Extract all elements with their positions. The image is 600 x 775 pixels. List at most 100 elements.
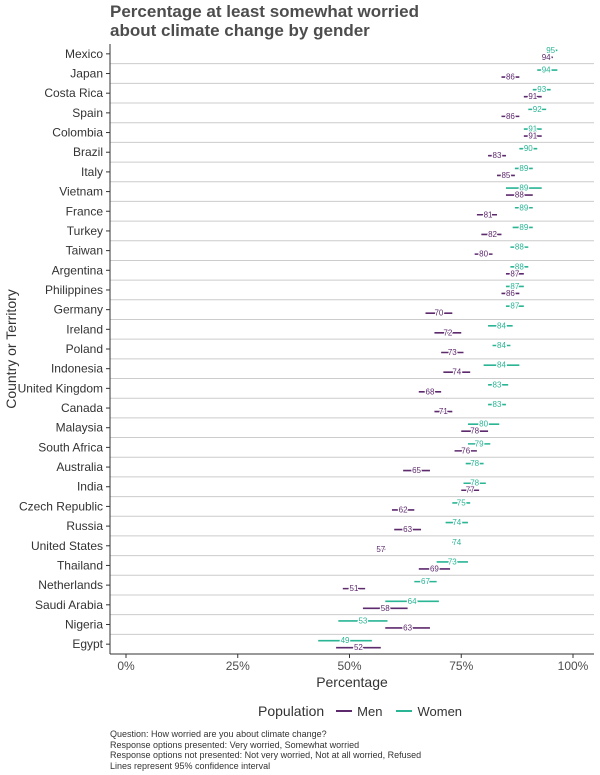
- women-value-label: 87: [510, 282, 519, 291]
- men-value-label: 81: [484, 210, 493, 219]
- caption-line: Lines represent 95% confidence interval: [110, 760, 271, 771]
- women-value-label: 74: [452, 518, 461, 527]
- chart-title-line-1: Percentage at least somewhat worried: [110, 2, 419, 21]
- y-tick-label: Spain: [72, 106, 103, 120]
- x-tick-label: 100%: [558, 659, 589, 673]
- men-value-label: 77: [466, 486, 475, 495]
- y-tick-label: Netherlands: [38, 578, 103, 592]
- y-tick-label: Mexico: [65, 47, 103, 61]
- women-value-label: 74: [452, 538, 461, 547]
- caption-line: Response options not presented: Not very…: [110, 750, 422, 760]
- y-tick-label: Italy: [81, 165, 103, 179]
- y-tick-label: Saudi Arabia: [35, 598, 103, 612]
- men-value-label: 69: [430, 564, 439, 573]
- y-tick-label: Malaysia: [56, 421, 104, 435]
- chart-title: Percentage at least somewhat worried abo…: [110, 2, 590, 40]
- women-value-label: 84: [497, 341, 506, 350]
- women-value-label: 78: [470, 459, 479, 468]
- women-value-label: 89: [519, 184, 528, 193]
- y-tick-label: Vietnam: [59, 185, 103, 199]
- women-value-label: 80: [479, 420, 488, 429]
- men-value-label: 94: [542, 53, 551, 62]
- x-tick-label: 25%: [226, 659, 250, 673]
- y-tick-label: Poland: [66, 342, 103, 356]
- women-value-label: 88: [515, 262, 524, 271]
- women-value-label: 64: [408, 597, 417, 606]
- y-tick-label: United States: [31, 539, 103, 553]
- men-value-label: 71: [439, 407, 448, 416]
- legend-key-men: [336, 710, 353, 712]
- men-value-label: 91: [528, 132, 537, 141]
- y-tick-label: Turkey: [67, 224, 103, 238]
- y-tick-label: Ireland: [66, 322, 103, 336]
- men-value-label: 52: [354, 643, 363, 652]
- women-value-label: 49: [341, 636, 350, 645]
- y-tick-label: Japan: [70, 67, 103, 81]
- men-value-label: 58: [381, 604, 390, 613]
- legend: Population Men Women: [258, 703, 476, 719]
- caption-line: Response options presented: Very worried…: [110, 739, 360, 750]
- legend-key-women: [396, 710, 413, 712]
- men-value-label: 86: [506, 73, 515, 82]
- women-value-label: 89: [519, 203, 528, 212]
- men-value-label: 51: [350, 584, 359, 593]
- legend-label-women: Women: [417, 703, 463, 719]
- caption: Question: How worried are you about clim…: [110, 729, 421, 771]
- women-value-label: 87: [510, 302, 519, 311]
- women-value-label: 91: [528, 125, 537, 134]
- y-tick-label: Costa Rica: [44, 86, 103, 100]
- y-tick-label: South Africa: [38, 440, 103, 454]
- y-tick-label: Taiwan: [66, 244, 103, 258]
- legend-title: Population: [258, 703, 325, 719]
- men-value-label: 65: [412, 466, 421, 475]
- women-value-label: 83: [493, 380, 502, 389]
- men-value-label: 72: [443, 328, 452, 337]
- chart-title-line-2: about climate change by gender: [110, 21, 370, 40]
- men-value-label: 78: [470, 427, 479, 436]
- men-value-label: 91: [528, 92, 537, 101]
- caption-line: Question: How worried are you about clim…: [110, 729, 327, 739]
- men-value-label: 68: [426, 387, 435, 396]
- women-value-label: 92: [533, 105, 542, 114]
- legend-item-men: Men: [336, 704, 382, 719]
- men-value-label: 62: [399, 505, 408, 514]
- dot-interval-chart: 0% 25% 50% 75% 100% Percentage Country or Terr…: [3, 44, 594, 690]
- women-value-label: 75: [457, 498, 466, 507]
- women-value-label: 90: [524, 144, 533, 153]
- y-tick-label: India: [77, 480, 103, 494]
- men-value-label: 85: [501, 171, 510, 180]
- men-value-label: 70: [434, 309, 443, 318]
- y-tick-label: Egypt: [72, 637, 103, 651]
- y-tick-label: Argentina: [52, 263, 104, 277]
- men-value-label: 74: [452, 368, 461, 377]
- women-value-label: 88: [515, 243, 524, 252]
- women-value-label: 94: [542, 66, 551, 75]
- y-tick-label: Germany: [54, 303, 103, 317]
- men-value-label: 86: [506, 112, 515, 121]
- women-value-label: 95: [546, 46, 555, 55]
- y-tick-label: Brazil: [73, 145, 103, 159]
- men-value-label: 82: [488, 230, 497, 239]
- y-tick-label: Thailand: [57, 558, 103, 572]
- women-value-label: 83: [493, 400, 502, 409]
- women-value-label: 84: [497, 361, 506, 370]
- men-value-label: 63: [403, 623, 412, 632]
- men-value-label: 76: [461, 446, 470, 455]
- men-value-label: 88: [515, 191, 524, 200]
- x-tick-label: 75%: [449, 659, 473, 673]
- women-value-label: 84: [497, 321, 506, 330]
- women-value-label: 73: [448, 557, 457, 566]
- women-value-label: 79: [475, 439, 484, 448]
- y-tick-label: Philippines: [45, 283, 103, 297]
- legend-label-men: Men: [357, 703, 383, 719]
- men-value-label: 73: [448, 348, 457, 357]
- men-value-label: 63: [403, 525, 412, 534]
- men-value-label: 80: [479, 250, 488, 259]
- y-axis-title: Country or Territory: [3, 289, 19, 409]
- women-value-label: 89: [519, 223, 528, 232]
- women-value-label: 89: [519, 164, 528, 173]
- y-tick-label: Canada: [61, 401, 103, 415]
- y-tick-label: Czech Republic: [19, 499, 103, 513]
- men-value-label: 83: [493, 151, 502, 160]
- x-axis-title: Percentage: [316, 674, 388, 690]
